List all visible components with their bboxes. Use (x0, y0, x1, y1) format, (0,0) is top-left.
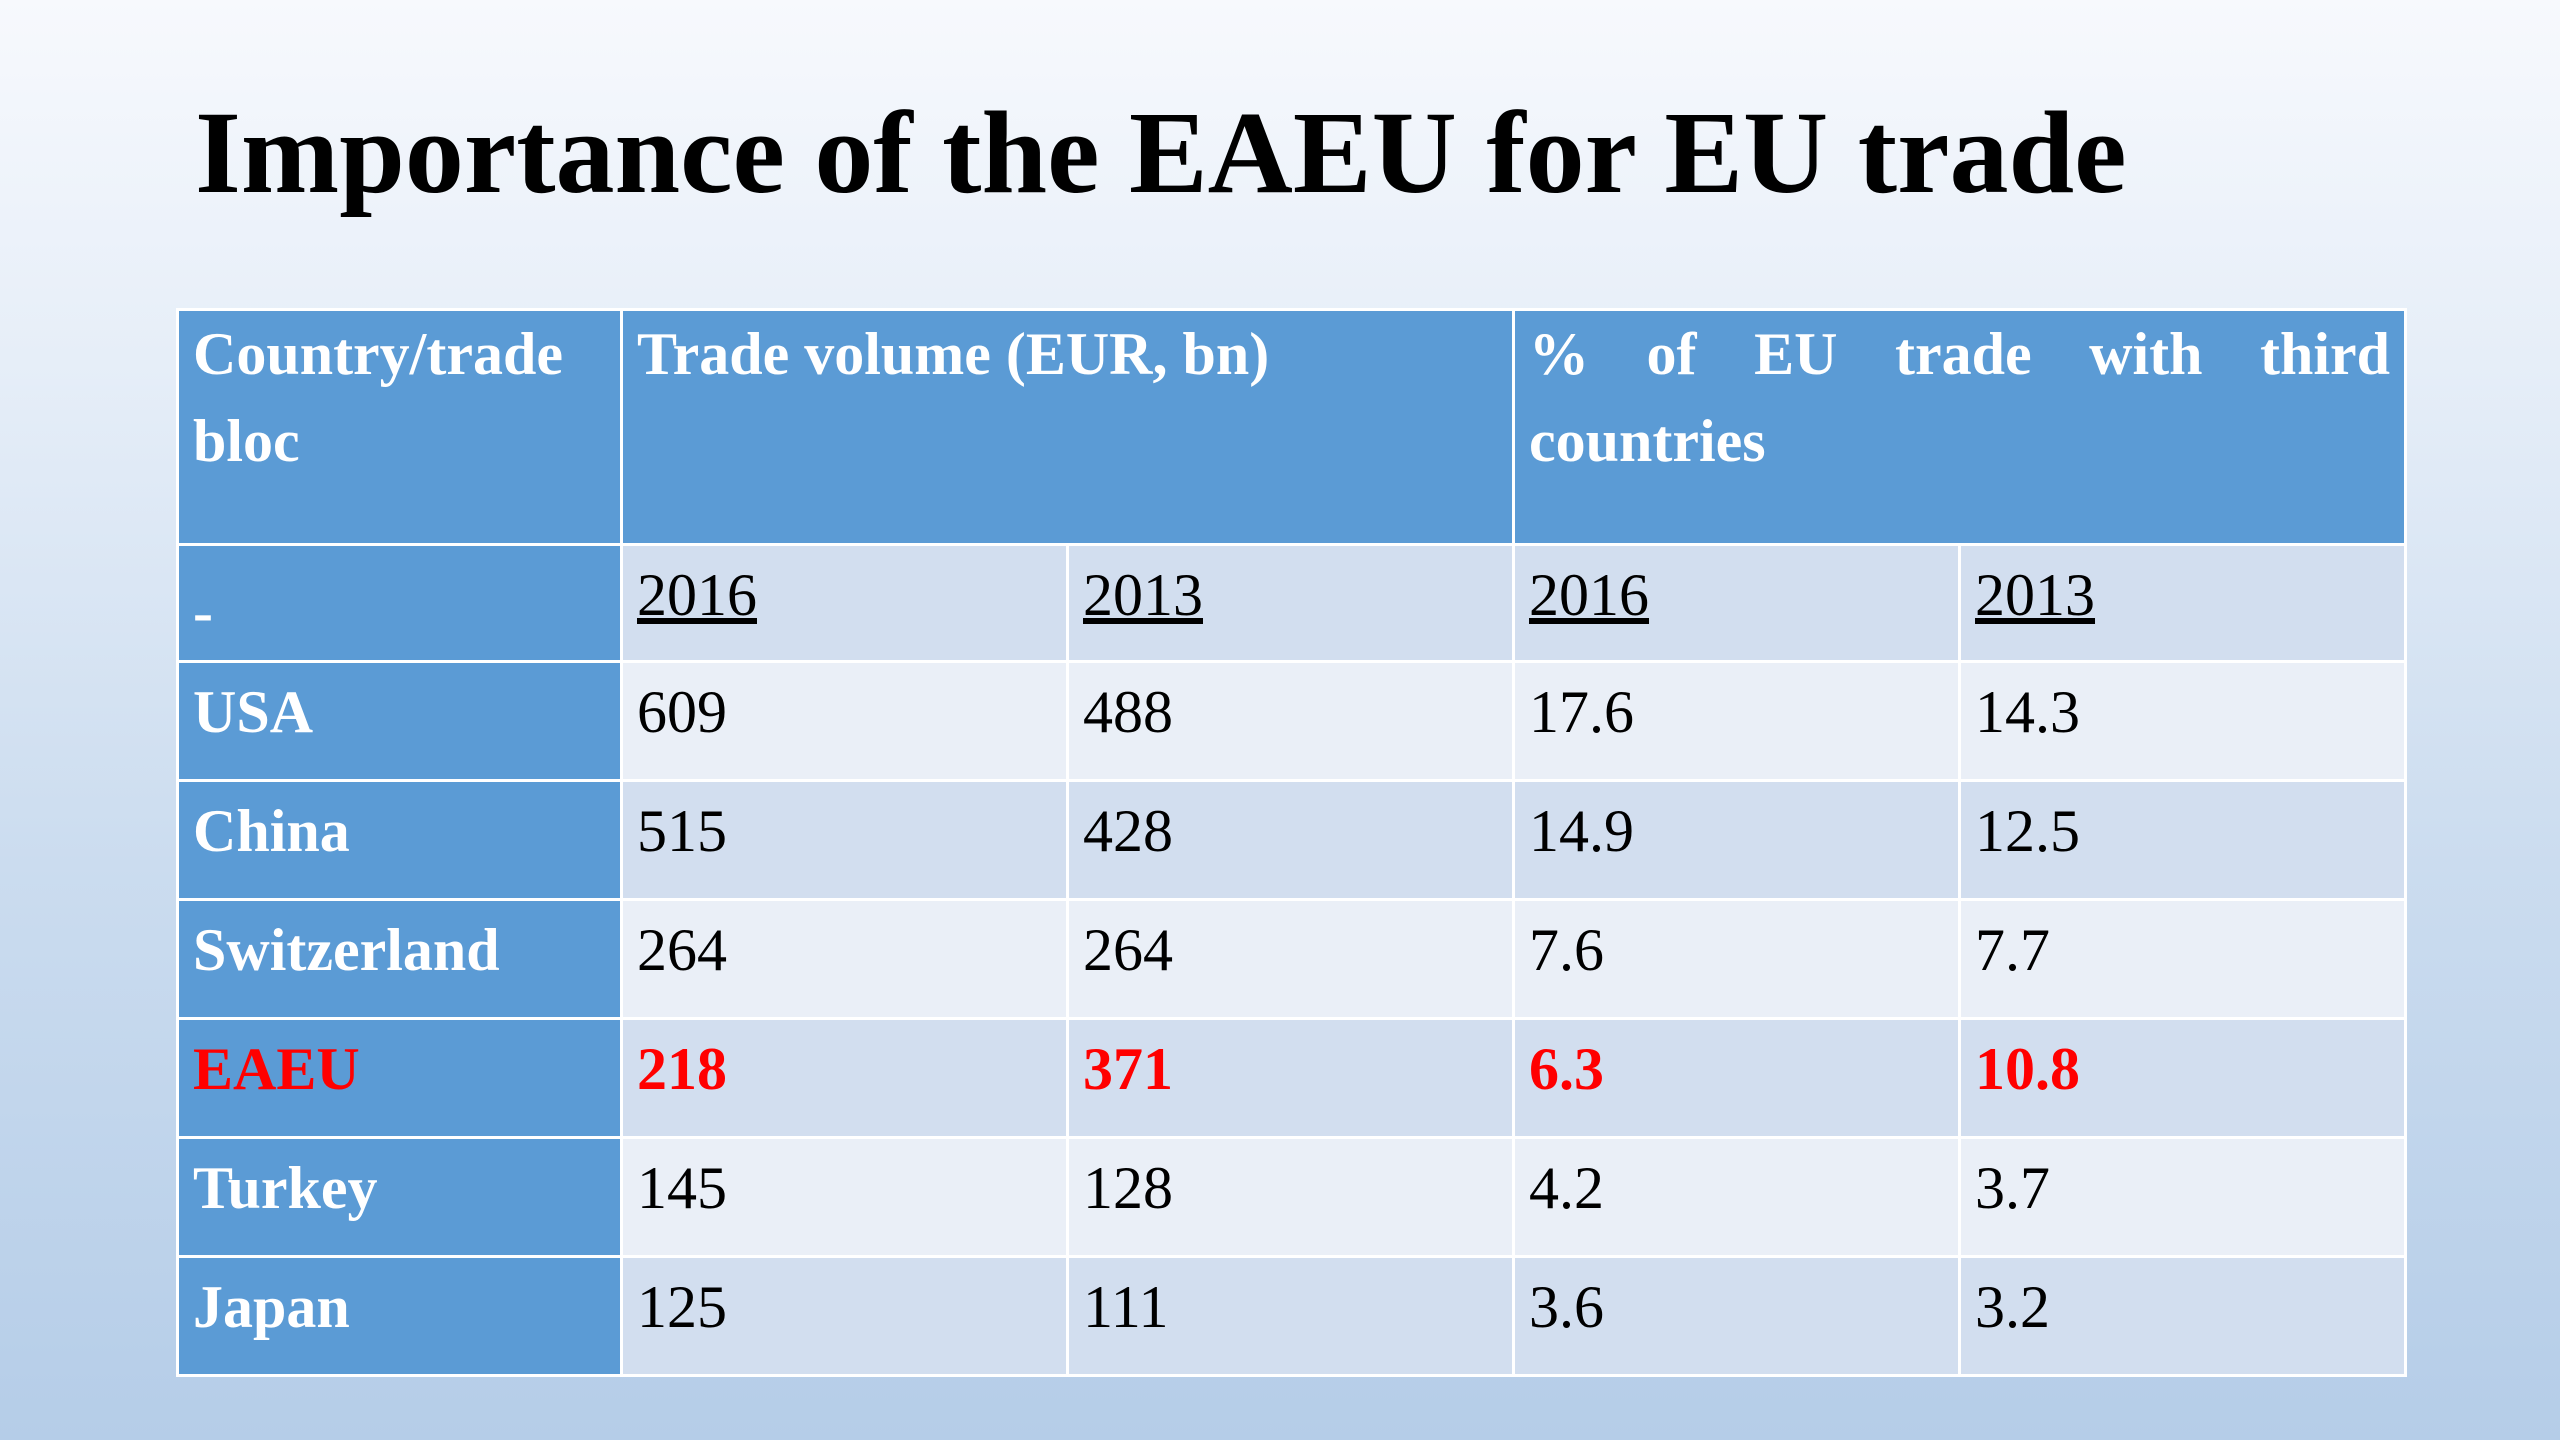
header-row: Country/trade bloc Trade volume (EUR, bn… (176, 308, 2408, 546)
table-cell-highlighted: 10.8 (1958, 1017, 2408, 1139)
table-cell: 7.7 (1958, 898, 2408, 1020)
subheader-dash: - (176, 543, 623, 663)
table-cell: 3.2 (1958, 1255, 2408, 1377)
table-row-eaeu: EAEU 218 371 6.3 10.8 (176, 1017, 2408, 1139)
row-label: China (176, 779, 623, 901)
table-cell: 264 (620, 898, 1069, 1020)
table-cell: 4.2 (1512, 1136, 1962, 1258)
row-label-highlighted: EAEU (176, 1017, 623, 1139)
year-percent-2016: 2016 (1512, 543, 1962, 663)
table-row-switzerland: Switzerland 264 264 7.6 7.7 (176, 898, 2408, 1020)
header-trade-volume: Trade volume (EUR, bn) (619, 308, 1516, 546)
table-cell: 125 (620, 1255, 1069, 1377)
table-cell: 17.6 (1512, 660, 1962, 782)
table-cell-highlighted: 218 (620, 1017, 1069, 1139)
table-cell: 515 (620, 779, 1069, 901)
table-cell: 145 (620, 1136, 1069, 1258)
table-cell: 14.3 (1958, 660, 2408, 782)
table-cell: 3.7 (1958, 1136, 2408, 1258)
table-cell: 3.6 (1512, 1255, 1962, 1377)
row-label: USA (176, 660, 623, 782)
row-label: Japan (176, 1255, 623, 1377)
table-cell: 488 (1065, 660, 1516, 782)
table-row-turkey: Turkey 145 128 4.2 3.7 (176, 1136, 2408, 1258)
table-cell-highlighted: 6.3 (1512, 1017, 1962, 1139)
slide-title: Importance of the EAEU for EU trade (195, 87, 2127, 218)
trade-table: Country/trade bloc Trade volume (EUR, bn… (176, 308, 2408, 1377)
header-percent-trade: % of EU trade with third countries (1512, 308, 2408, 546)
row-label: Turkey (176, 1136, 623, 1258)
table-cell: 111 (1065, 1255, 1516, 1377)
header-country: Country/trade bloc (176, 308, 623, 546)
table-cell: 264 (1065, 898, 1516, 1020)
year-row: - 2016 2013 2016 2013 (176, 543, 2408, 663)
table-cell: 609 (620, 660, 1069, 782)
table-row-china: China 515 428 14.9 12.5 (176, 779, 2408, 901)
row-label: Switzerland (176, 898, 623, 1020)
table-row-usa: USA 609 488 17.6 14.3 (176, 660, 2408, 782)
table-cell-highlighted: 371 (1065, 1017, 1516, 1139)
year-percent-2013: 2013 (1958, 543, 2408, 663)
table-cell: 14.9 (1512, 779, 1962, 901)
table-cell: 12.5 (1958, 779, 2408, 901)
table-cell: 128 (1065, 1136, 1516, 1258)
table-cell: 7.6 (1512, 898, 1962, 1020)
table-cell: 428 (1065, 779, 1516, 901)
table-row-japan: Japan 125 111 3.6 3.2 (176, 1255, 2408, 1377)
year-volume-2016: 2016 (620, 543, 1069, 663)
year-volume-2013: 2013 (1065, 543, 1516, 663)
